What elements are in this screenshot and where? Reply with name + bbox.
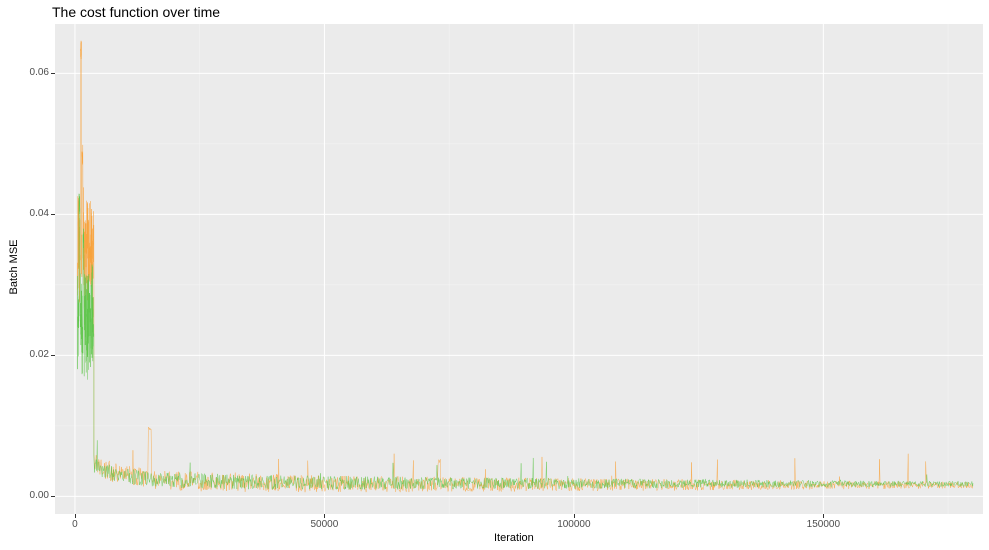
x-tick-label: 0 xyxy=(55,519,95,530)
y-tick-label: 0.06 xyxy=(30,67,49,78)
x-tick-mark xyxy=(823,514,824,518)
plot-area xyxy=(55,24,983,514)
x-tick-label: 50000 xyxy=(304,519,344,530)
y-tick-mark xyxy=(51,355,55,356)
y-tick-mark xyxy=(51,496,55,497)
y-tick-mark xyxy=(51,214,55,215)
x-tick-mark xyxy=(574,514,575,518)
y-tick-label: 0.00 xyxy=(30,490,49,501)
y-axis-label: Batch MSE xyxy=(8,237,20,297)
cost-chart: The cost function over time Batch MSE It… xyxy=(0,0,989,550)
y-tick-label: 0.02 xyxy=(30,349,49,360)
x-tick-label: 150000 xyxy=(803,519,843,530)
x-tick-mark xyxy=(324,514,325,518)
x-tick-mark xyxy=(75,514,76,518)
chart-title: The cost function over time xyxy=(52,4,220,20)
x-axis-label: Iteration xyxy=(494,532,534,544)
y-tick-mark xyxy=(51,73,55,74)
y-tick-label: 0.04 xyxy=(30,208,49,219)
x-tick-label: 100000 xyxy=(554,519,594,530)
